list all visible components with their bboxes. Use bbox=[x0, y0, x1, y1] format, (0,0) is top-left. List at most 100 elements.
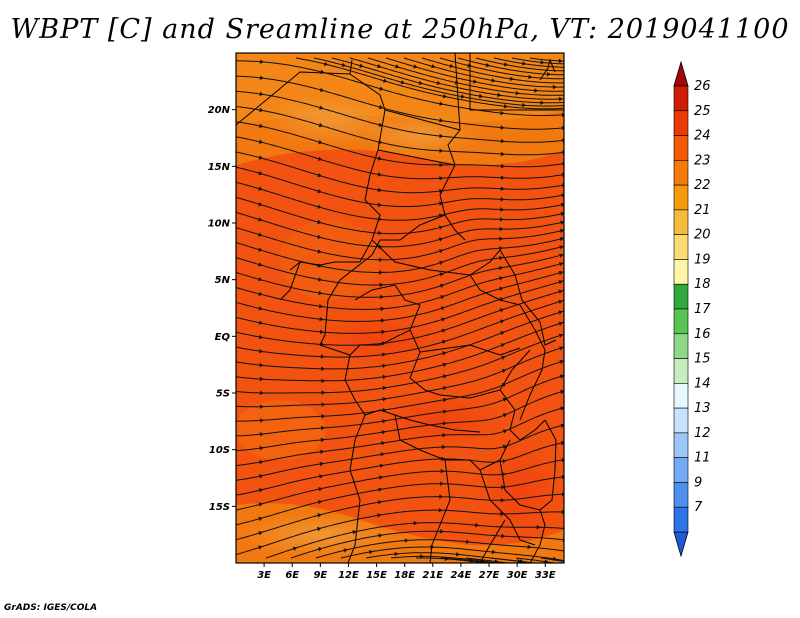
streamline-arrow bbox=[382, 397, 387, 402]
streamline-arrow bbox=[431, 64, 436, 69]
lat-tick-label: 20N bbox=[208, 105, 231, 116]
streamline-arrow bbox=[540, 60, 545, 65]
colorbar-segment bbox=[673, 135, 689, 161]
streamline-arrow bbox=[546, 72, 551, 77]
streamline bbox=[236, 196, 564, 235]
streamline-arrow bbox=[382, 363, 387, 368]
streamline bbox=[493, 57, 564, 68]
streamline-arrow bbox=[318, 277, 323, 282]
streamline-arrow bbox=[527, 544, 532, 550]
streamline-arrow bbox=[259, 123, 264, 128]
streamline-arrow bbox=[258, 139, 264, 144]
streamline bbox=[457, 57, 564, 76]
streamline-arrow bbox=[440, 295, 445, 300]
streamline-arrow bbox=[439, 494, 444, 499]
streamline-arrow bbox=[442, 421, 447, 426]
streamline-arrow bbox=[319, 329, 325, 334]
streamline-arrow bbox=[561, 202, 564, 207]
streamline-arrow bbox=[442, 374, 448, 379]
streamline-arrow bbox=[317, 234, 322, 239]
streamline bbox=[236, 374, 564, 437]
lon-tick-label: 27E bbox=[479, 570, 500, 581]
streamline-arrow bbox=[500, 498, 505, 503]
streamline-arrow bbox=[500, 207, 505, 212]
streamline-arrow bbox=[318, 290, 323, 296]
colorbar-segment bbox=[673, 160, 689, 186]
streamline bbox=[295, 57, 564, 110]
streamline bbox=[236, 299, 564, 358]
streamline-arrow bbox=[258, 488, 264, 493]
streamline-arrow bbox=[502, 459, 507, 464]
streamline-arrow bbox=[499, 276, 504, 281]
streamline bbox=[236, 166, 564, 207]
streamline-arrow bbox=[319, 105, 324, 110]
streamline bbox=[236, 424, 564, 481]
streamline-arrow bbox=[558, 299, 563, 304]
streamline-arrow bbox=[395, 64, 400, 69]
streamline-arrow bbox=[378, 487, 383, 492]
streamline bbox=[439, 57, 564, 80]
colorbar-label: 17 bbox=[694, 302, 711, 317]
streamline-arrow bbox=[318, 547, 323, 552]
streamline-arrow bbox=[552, 84, 557, 90]
streamline-arrow bbox=[500, 110, 505, 116]
streamline-arrow bbox=[379, 270, 384, 275]
streamline bbox=[236, 136, 564, 180]
streamline-arrow bbox=[558, 270, 564, 276]
streamline-arrow bbox=[502, 444, 508, 450]
streamline bbox=[236, 121, 564, 168]
streamline bbox=[440, 557, 494, 563]
streamline-arrow bbox=[436, 80, 441, 85]
streamline-arrow bbox=[380, 452, 385, 457]
streamline-arrow bbox=[381, 329, 386, 335]
streamline bbox=[236, 75, 564, 130]
streamline-arrow bbox=[534, 88, 539, 93]
streamline bbox=[236, 262, 564, 310]
streamline-arrow bbox=[439, 201, 444, 206]
lon-tick-label: 12E bbox=[338, 570, 359, 581]
streamline-arrow bbox=[318, 156, 323, 161]
streamline-arrow bbox=[558, 310, 563, 315]
streamline-arrow bbox=[439, 133, 444, 139]
streamline-arrow bbox=[382, 419, 387, 424]
colorbar-label: 25 bbox=[694, 104, 711, 119]
streamline-arrow bbox=[377, 156, 383, 161]
streamline bbox=[236, 181, 564, 221]
streamline bbox=[236, 459, 564, 511]
streamline bbox=[236, 360, 564, 422]
streamline bbox=[540, 557, 564, 563]
streamline-arrow bbox=[562, 537, 564, 542]
streamline-arrow bbox=[559, 374, 564, 379]
streamline-arrow bbox=[259, 75, 264, 80]
streamline-arrow bbox=[258, 320, 264, 325]
streamline-arrow bbox=[561, 193, 564, 198]
colorbar-segment bbox=[673, 506, 689, 533]
wbpt-shading bbox=[236, 53, 564, 563]
streamline-arrow bbox=[379, 463, 385, 468]
streamline-arrow bbox=[323, 61, 329, 66]
colorbar-bottom-arrow bbox=[673, 531, 689, 558]
colorbar: 26 25 24 23 22 21 20 19 18 17 16 15 14 13 12 11 9 7 bbox=[673, 60, 711, 558]
streamline-arrow bbox=[317, 219, 322, 225]
streamline-arrow bbox=[443, 386, 448, 391]
colorbar-label: 23 bbox=[694, 153, 711, 168]
streamline-arrow bbox=[320, 354, 325, 359]
streamline bbox=[236, 151, 564, 194]
streamline-arrow bbox=[560, 220, 564, 225]
streamline-arrow bbox=[442, 362, 448, 367]
colorbar-top-arrow bbox=[673, 60, 689, 87]
lon-tick-label: 18E bbox=[394, 570, 415, 581]
streamline-arrow bbox=[317, 204, 322, 209]
colorbar-label: 13 bbox=[694, 401, 711, 416]
streamline-arrow bbox=[317, 249, 322, 254]
lon-tick-label: 21E bbox=[422, 570, 443, 581]
streamline-arrow bbox=[502, 413, 508, 418]
colorbar-label: 24 bbox=[694, 129, 711, 144]
streamline-arrow bbox=[438, 249, 444, 254]
streamline-arrow bbox=[378, 104, 384, 110]
lon-tick-label: 30E bbox=[507, 570, 528, 581]
streamline-arrow bbox=[319, 317, 324, 322]
streamline bbox=[529, 57, 564, 62]
streamline-arrow bbox=[469, 558, 474, 563]
streamline-arrow bbox=[259, 460, 264, 465]
